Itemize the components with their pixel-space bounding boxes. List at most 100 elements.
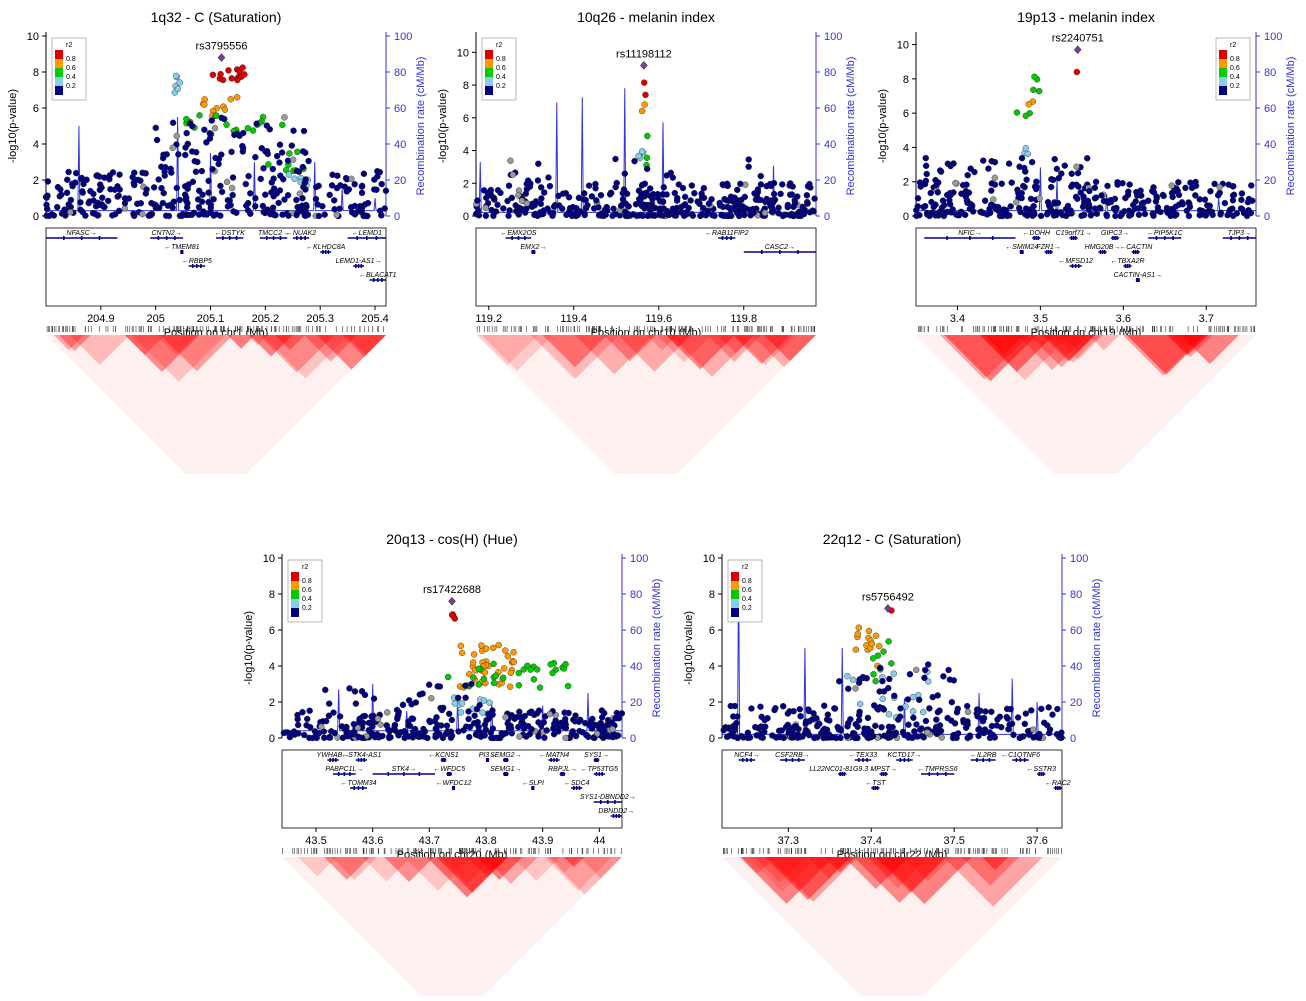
snp-point: [1103, 212, 1111, 220]
snp-point: [1018, 154, 1026, 162]
snp-point: [990, 196, 997, 203]
snp-point: [87, 187, 94, 195]
legend-label: 0.2: [496, 83, 506, 90]
snp-point: [333, 211, 340, 219]
snp-point: [642, 91, 649, 99]
snp-point: [811, 195, 818, 202]
ld-block: [481, 335, 553, 371]
gene-exon: [880, 772, 883, 776]
snp-point: [203, 139, 210, 146]
snp-point: [924, 729, 931, 736]
gene-exon: [1230, 236, 1232, 240]
snp-point: [1201, 196, 1209, 203]
snp-point: [1061, 162, 1068, 169]
snp-point: [319, 718, 327, 725]
snp-point: [500, 205, 507, 212]
gene-exon: [976, 758, 978, 762]
gene-exon: [1047, 250, 1050, 254]
locus-plot-19p13: 19p13 - melanin index 0 2 4 6 8 10 0 20 40 60 80 100…: [870, 0, 1306, 505]
y-tick-label: 0: [269, 733, 275, 745]
snp-point: [913, 666, 920, 674]
snp-point: [516, 708, 523, 715]
gene-exon: [505, 772, 507, 776]
gene-exon: [157, 236, 160, 240]
gene-exon: [357, 786, 360, 790]
snp-point: [988, 708, 995, 716]
y-tick-label: 10: [703, 553, 715, 565]
snp-point: [505, 212, 512, 220]
legend-label: 0.6: [302, 587, 312, 594]
snp-point: [1175, 191, 1183, 199]
snp-point: [336, 713, 344, 720]
gene-exon: [882, 772, 885, 776]
snp-point: [980, 729, 988, 737]
ld-block: [979, 335, 1054, 372]
snp-point: [803, 192, 811, 199]
y-tick-label: 6: [269, 625, 275, 637]
snp-point: [560, 723, 567, 731]
snp-point: [802, 718, 810, 725]
ld-block: [384, 857, 435, 882]
legend-label: 0.8: [496, 56, 506, 63]
locus-plot-22q12: 22q12 - C (Saturation) 0 2 4 6 8 10 0 20 40 60 80 10…: [676, 522, 1116, 1001]
snp-point: [348, 175, 355, 183]
snp-point: [331, 206, 338, 213]
snp-point: [1023, 176, 1030, 183]
snp-point: [192, 149, 200, 156]
snp-point: [223, 178, 231, 186]
gene-exon: [797, 250, 799, 254]
snp-point: [1015, 204, 1023, 212]
ld-block: [764, 335, 816, 361]
snp-point: [731, 724, 738, 732]
snp-point: [763, 182, 770, 190]
gene-exon: [785, 758, 788, 762]
snp-point: [67, 208, 74, 216]
snp-point: [588, 193, 596, 200]
snp-point: [769, 732, 776, 739]
snp-point: [239, 144, 247, 152]
snp-point: [540, 719, 548, 726]
snp-point: [1030, 202, 1037, 210]
ld-block: [646, 335, 678, 351]
snp-point: [1208, 210, 1215, 217]
snp-point: [1135, 211, 1143, 218]
snp-point: [173, 184, 180, 192]
legend-title: r2: [66, 42, 72, 49]
gene-exon: [228, 236, 231, 240]
gene-label: ←STK4-AS1: [341, 752, 381, 759]
snp-point: [226, 197, 233, 204]
snp-point: [328, 728, 335, 735]
snp-point: [688, 182, 696, 189]
snp-point: [1049, 711, 1056, 718]
ld-block: [542, 335, 608, 368]
snp-point: [481, 669, 489, 676]
lead-snp-point: [640, 61, 648, 70]
snp-point: [543, 727, 550, 734]
snp-point: [83, 176, 90, 183]
snp-point: [734, 186, 741, 194]
snp-point: [625, 203, 632, 210]
snp-point: [936, 167, 944, 174]
legend-label: 0.2: [66, 83, 76, 90]
snp-point: [513, 208, 521, 215]
legend-label: 0.4: [302, 596, 312, 603]
legend-swatch: [55, 50, 63, 59]
ld-block: [1168, 335, 1213, 357]
snp-point: [228, 148, 235, 156]
snp-point: [702, 212, 710, 219]
gene-exon: [296, 236, 298, 240]
snp-point: [988, 180, 995, 187]
gene-exon: [453, 786, 456, 790]
snp-point: [619, 195, 627, 203]
snp-point: [487, 186, 495, 194]
gene-exon: [532, 786, 535, 790]
lead-snp-point: [884, 604, 892, 613]
y-right-tick-label: 80: [824, 67, 836, 79]
snp-point: [253, 120, 260, 127]
snp-point: [176, 196, 183, 204]
snp-point: [351, 688, 359, 695]
snp-point: [481, 721, 489, 728]
snp-point: [247, 190, 254, 197]
ld-block: [944, 335, 1037, 382]
snp-point: [302, 176, 309, 183]
